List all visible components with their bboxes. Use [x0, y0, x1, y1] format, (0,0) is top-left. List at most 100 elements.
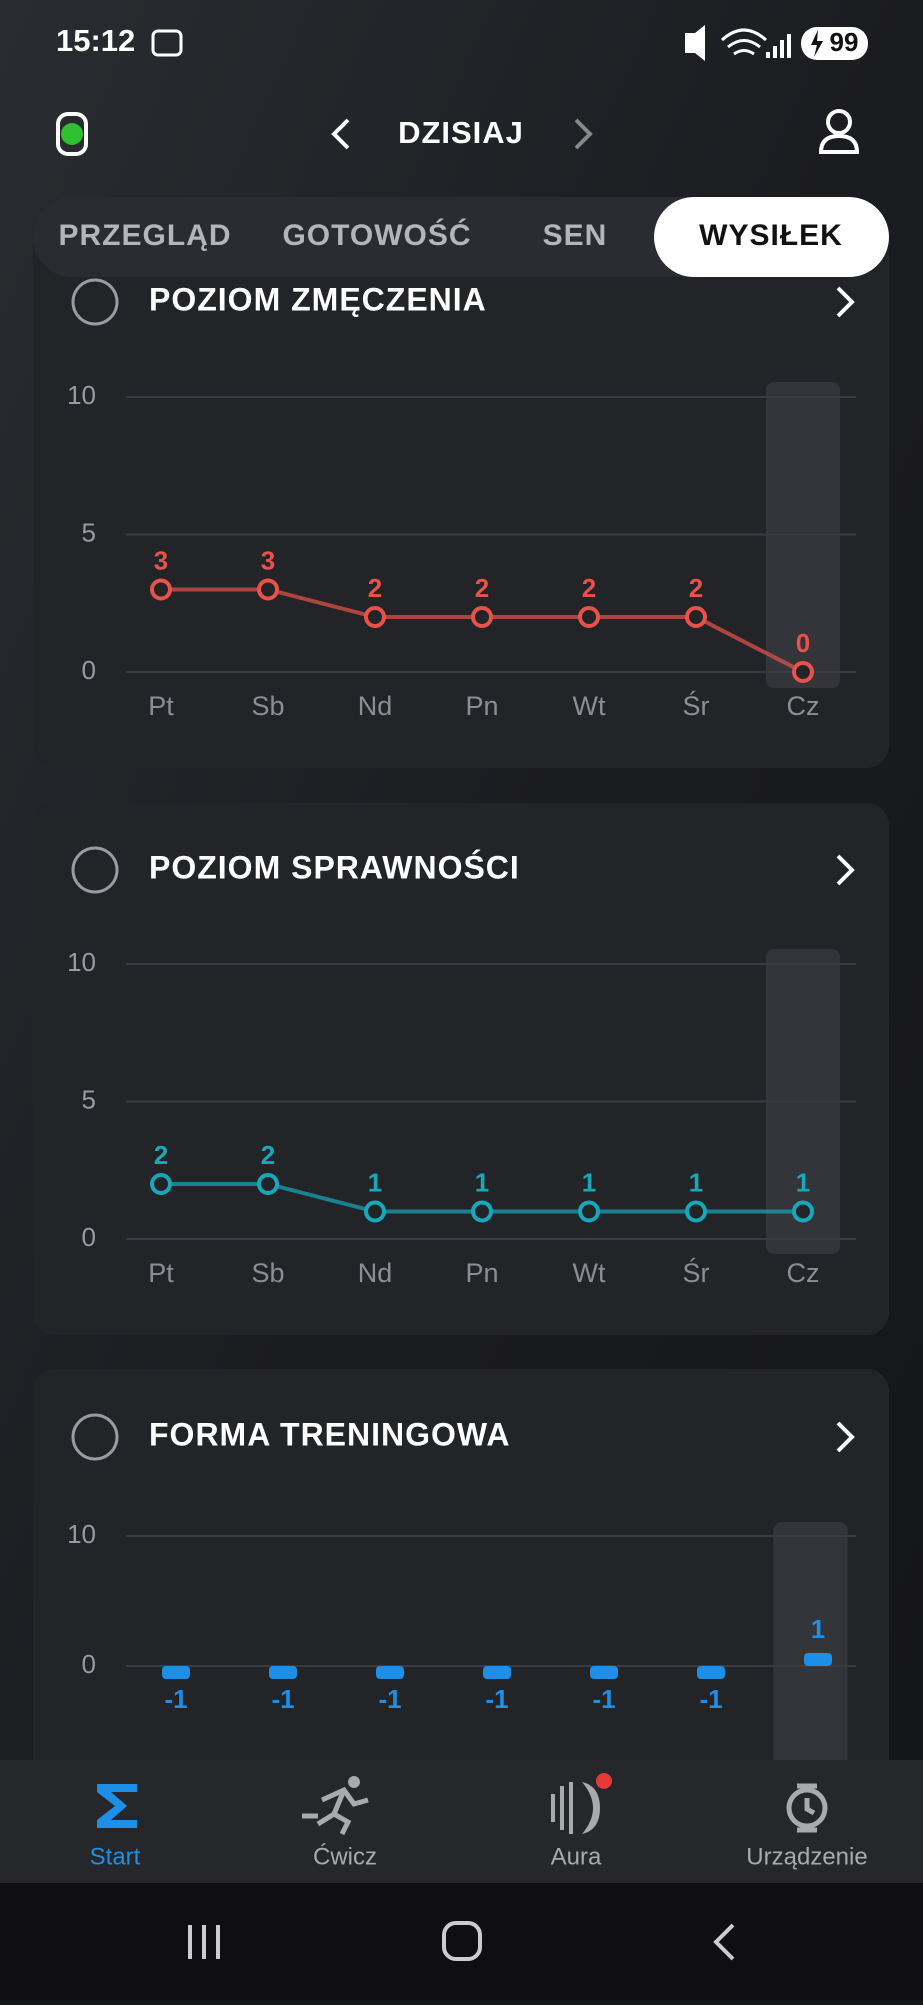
bar [804, 1653, 832, 1666]
tab-active [654, 197, 889, 277]
tab[interactable]: PRZEGLĄD [59, 219, 232, 252]
bottom-nav [0, 1760, 923, 1883]
value-label: -1 [485, 1684, 508, 1714]
value-label: 1 [368, 1167, 382, 1197]
point [578, 1200, 600, 1223]
value-label: 1 [811, 1614, 825, 1644]
point [578, 606, 600, 628]
chevron[interactable] [836, 854, 855, 886]
bar [483, 1666, 511, 1679]
x-tick-label: Nd [358, 1258, 393, 1288]
chevron[interactable] [836, 286, 855, 318]
tab[interactable]: GOTOWOŚĆ [282, 218, 471, 252]
x-tick-label: Cz [787, 691, 820, 721]
value-label: 1 [796, 1167, 810, 1197]
device-icon [786, 1787, 828, 1829]
card-icon [71, 278, 119, 326]
clock: 15:12 [56, 23, 135, 58]
tab[interactable]: WYSIŁEK [699, 219, 843, 252]
value-label: -1 [592, 1684, 615, 1714]
point [471, 606, 493, 628]
aura-icon [551, 1782, 573, 1834]
y-tick-label: 10 [67, 947, 96, 977]
value-label: 3 [261, 545, 275, 575]
prev-day[interactable] [331, 118, 350, 150]
value-label: -1 [271, 1684, 294, 1714]
y-tick-label: 0 [82, 655, 96, 685]
bar [269, 1666, 297, 1679]
card [33, 1369, 889, 1869]
wifi-icon [720, 28, 768, 56]
point [257, 578, 279, 601]
next-day[interactable] [574, 118, 593, 150]
value-label: 2 [261, 1140, 275, 1170]
point [792, 661, 814, 683]
point [471, 1200, 493, 1223]
value-label: 2 [689, 573, 703, 603]
bar [697, 1666, 725, 1679]
profile-icon[interactable] [826, 109, 852, 135]
value-label: 2 [154, 1140, 168, 1170]
value-label: 1 [582, 1167, 596, 1197]
battery-level: 99 [830, 27, 859, 57]
x-tick-label: Sb [251, 691, 284, 721]
x-tick-label: Pn [465, 691, 498, 721]
battery [801, 27, 868, 60]
mute-icon [685, 25, 705, 61]
value-label: 0 [796, 628, 810, 658]
value-label: -1 [699, 1684, 722, 1714]
y-tick-label: 0 [82, 1222, 96, 1252]
nav-item[interactable]: Urządzenie [746, 1843, 867, 1870]
nav-item[interactable]: Ćwicz [313, 1843, 377, 1870]
watch-status [61, 123, 83, 145]
workout-icon-head [348, 1776, 360, 1788]
value-label: 2 [475, 573, 489, 603]
value-label: 1 [689, 1167, 703, 1197]
card [33, 803, 889, 1335]
card-icon [71, 846, 119, 894]
value-label: 3 [154, 545, 168, 575]
device-icon-detail [797, 1783, 817, 1833]
x-tick-label: Wt [573, 1258, 606, 1288]
card [33, 230, 889, 768]
x-tick-label: Pn [465, 1258, 498, 1288]
tab[interactable]: SEN [543, 219, 608, 252]
point [685, 606, 707, 628]
x-tick-label: Pt [148, 691, 174, 721]
chevron[interactable] [836, 1421, 855, 1453]
value-label: 2 [368, 573, 382, 603]
y-tick-label: 0 [82, 1649, 96, 1679]
x-tick-label: Wt [573, 691, 606, 721]
value-label: -1 [378, 1684, 401, 1714]
notification-dot [596, 1773, 612, 1789]
point [685, 1200, 707, 1223]
card-icon [71, 1413, 119, 1461]
back-button[interactable] [713, 1923, 735, 1961]
y-tick-label: 5 [82, 517, 96, 547]
point [792, 1200, 814, 1223]
nav-item[interactable]: Start [90, 1843, 141, 1870]
y-tick-label: 10 [67, 380, 96, 410]
value-label: 2 [582, 573, 596, 603]
x-tick-label: Nd [358, 691, 393, 721]
aura-icon-shape [582, 1782, 600, 1834]
system-nav [0, 1883, 923, 2000]
profile-icon-body [818, 133, 860, 154]
point [364, 606, 386, 628]
x-tick-label: Cz [787, 1258, 820, 1288]
point [150, 1173, 172, 1195]
card-title: POZIOM SPRAWNOŚCI [149, 849, 520, 885]
screenshot-icon [151, 29, 183, 57]
y-tick-label: 10 [67, 1519, 96, 1549]
point [150, 578, 172, 601]
card-title: FORMA TRENINGOWA [149, 1416, 510, 1452]
nav-item[interactable]: Aura [551, 1843, 602, 1870]
home-button[interactable] [442, 1921, 482, 1961]
watch-icon[interactable] [56, 112, 88, 156]
point [364, 1200, 386, 1223]
recent-apps[interactable] [188, 1925, 220, 1959]
date-label: DZISIAJ [398, 115, 524, 150]
x-tick-label: Śr [683, 1256, 710, 1288]
